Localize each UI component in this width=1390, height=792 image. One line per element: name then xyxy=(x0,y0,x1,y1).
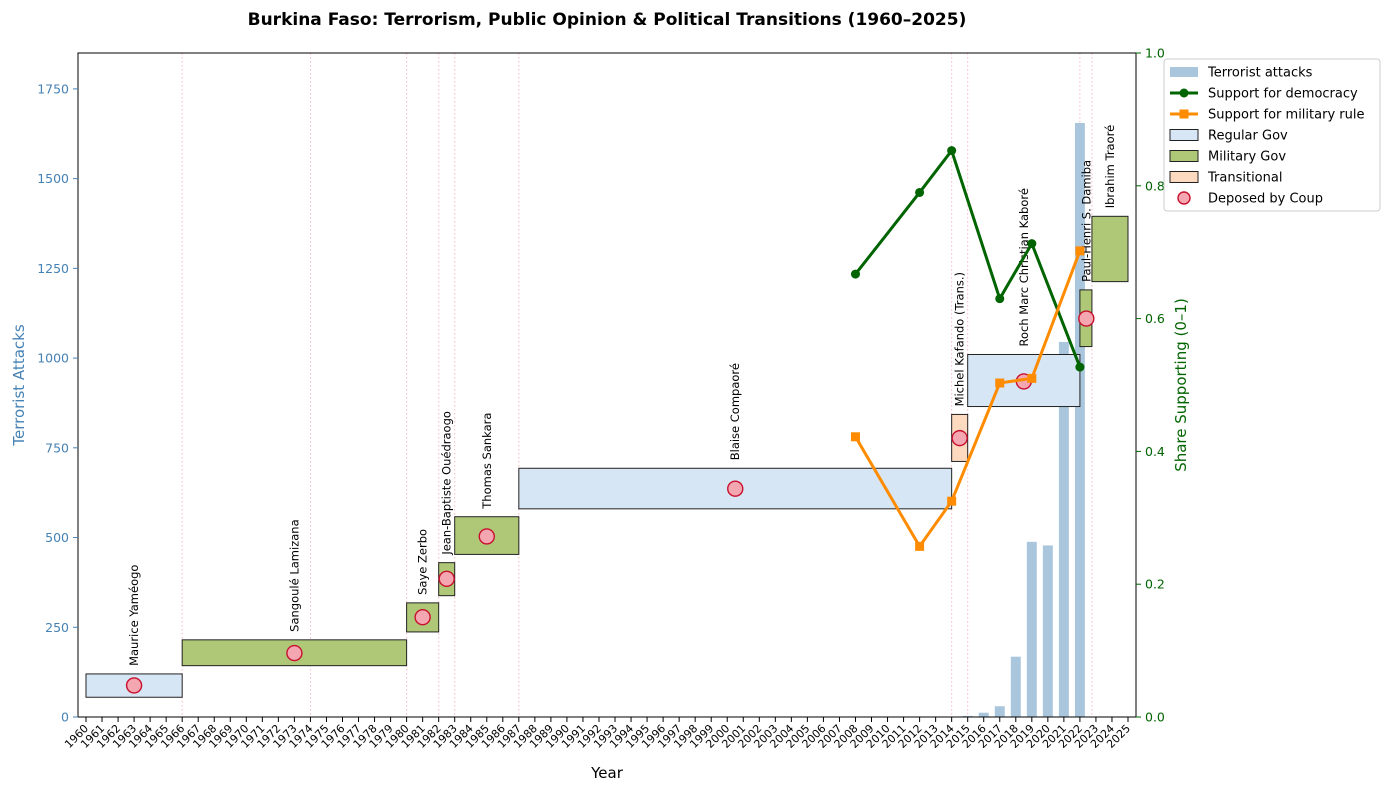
series-point xyxy=(1027,373,1037,383)
legend: Terrorist attacks Support for democracy Su… xyxy=(1163,58,1381,212)
legend-label: Transitional xyxy=(1207,171,1282,186)
series-point xyxy=(915,187,925,197)
leader-box xyxy=(1091,215,1129,283)
series-point xyxy=(915,541,925,551)
attack-bar xyxy=(1042,545,1053,717)
y-right-tick-label: 0.4 xyxy=(1145,444,1165,459)
legend-marker xyxy=(1179,88,1189,98)
legend-label: Support for democracy xyxy=(1208,87,1358,102)
attack-bar xyxy=(962,715,973,717)
attack-bar xyxy=(1058,341,1069,717)
legend-label: Terrorist attacks xyxy=(1207,66,1313,81)
deposed-marker xyxy=(951,429,968,447)
series-point xyxy=(995,378,1005,388)
legend-box xyxy=(1163,58,1381,212)
series-point xyxy=(947,146,957,156)
leader-label: Roch Marc Christian Kaboré xyxy=(1017,188,1031,346)
leader-label: Thomas Sankara xyxy=(480,413,494,510)
attack-bar xyxy=(994,706,1005,717)
series-line xyxy=(854,147,1082,368)
leader-label: Paul-Henri S. Damiba xyxy=(1079,160,1093,282)
deposed-marker xyxy=(727,480,744,497)
attack-bar xyxy=(1010,656,1021,717)
deposed-marker xyxy=(1078,310,1095,327)
leader-label: Jean-Baptiste Ouédraogo xyxy=(440,411,454,556)
legend-marker xyxy=(1177,191,1191,205)
leader-label: Maurice Yaméogo xyxy=(127,565,141,666)
y-left-tick-label: 0 xyxy=(61,710,69,725)
y-left-tick-label: 1000 xyxy=(37,351,69,366)
attack-bar xyxy=(978,712,989,717)
series-point xyxy=(1075,362,1085,372)
y-right-tick-label: 0.2 xyxy=(1145,577,1165,592)
chart-title: Burkina Faso: Terrorism, Public Opinion … xyxy=(248,10,967,30)
series-point xyxy=(1075,246,1085,256)
series-point xyxy=(850,269,860,279)
leader-label: Michel Kafando (Trans.) xyxy=(953,272,967,406)
series-line xyxy=(854,250,1082,550)
deposed-marker xyxy=(478,528,495,545)
attack-bar xyxy=(1026,541,1037,717)
series-point xyxy=(850,432,860,442)
deposed-marker xyxy=(438,570,455,588)
y-right-tick-label: 1.0 xyxy=(1145,46,1165,61)
y-axis-left-label: Terrorist Attacks xyxy=(10,324,28,446)
y-right-tick-label: 0.0 xyxy=(1145,710,1165,725)
leader-label: Blaise Compaoré xyxy=(728,363,742,460)
deposed-marker xyxy=(414,609,431,626)
legend-label: Support for military rule xyxy=(1208,108,1364,123)
legend-label: Deposed by Coup xyxy=(1208,192,1323,207)
leader-label: Saye Zerbo xyxy=(416,529,430,595)
y-left-tick-label: 1250 xyxy=(37,261,69,276)
plot-area: Maurice Yaméogo Sangoulé Lamizana Saye Zer… xyxy=(37,46,1165,751)
y-left-tick-label: 1500 xyxy=(37,171,69,186)
series-point xyxy=(947,496,957,506)
leader-label: Ibrahim Traoré xyxy=(1103,125,1117,209)
y-left-tick-label: 500 xyxy=(45,530,69,545)
legend-marker xyxy=(1179,109,1189,119)
y-right-tick-label: 0.8 xyxy=(1145,178,1165,193)
legend-swatch xyxy=(1169,171,1199,183)
deposed-marker xyxy=(286,644,303,662)
legend-swatch xyxy=(1169,150,1199,162)
y-right-tick-label: 0.6 xyxy=(1145,311,1165,326)
y-left-tick-label: 1750 xyxy=(37,81,69,96)
attack-bar xyxy=(1074,122,1085,717)
series-point xyxy=(1027,239,1037,249)
leader-label: Sangoulé Lamizana xyxy=(287,519,301,631)
series-point xyxy=(995,294,1005,304)
axes-frame xyxy=(77,52,1137,718)
legend-label: Military Gov xyxy=(1208,150,1286,165)
deposed-marker xyxy=(125,677,143,694)
y-axis-right-label: Share Supporting (0–1) xyxy=(1172,298,1190,472)
y-left-tick-label: 750 xyxy=(45,440,69,455)
legend-swatch xyxy=(1169,129,1199,141)
x-axis-label: Year xyxy=(590,764,624,782)
legend-swatch xyxy=(1170,67,1198,77)
legend-label: Regular Gov xyxy=(1208,129,1288,144)
y-left-tick-label: 250 xyxy=(45,620,69,635)
